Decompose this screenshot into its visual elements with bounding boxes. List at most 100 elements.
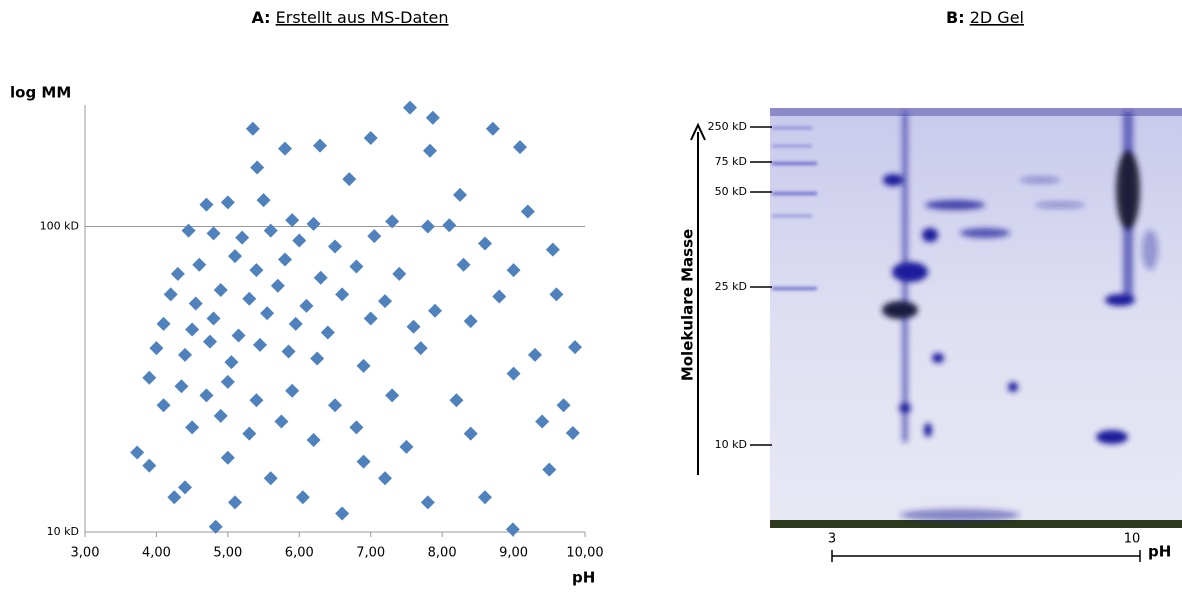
- point: [349, 420, 363, 434]
- point: [178, 480, 192, 494]
- point: [207, 226, 221, 240]
- point: [235, 231, 249, 245]
- point: [171, 267, 185, 281]
- point: [426, 111, 440, 125]
- point: [453, 188, 467, 202]
- point: [364, 131, 378, 145]
- point: [189, 296, 203, 310]
- point: [335, 506, 349, 520]
- gel-axis-label: Molekulare Masse: [679, 229, 697, 381]
- point: [274, 415, 288, 429]
- point: [199, 388, 213, 402]
- point: [249, 393, 263, 407]
- point: [307, 433, 321, 447]
- point: [167, 490, 181, 504]
- x-tick-label: 6,00: [285, 546, 314, 561]
- point: [421, 220, 435, 234]
- marker-label: 75 kD: [715, 155, 747, 168]
- point: [492, 290, 506, 304]
- point: [232, 328, 246, 342]
- point: [242, 427, 256, 441]
- point: [568, 340, 582, 354]
- point: [546, 243, 560, 257]
- x-tick-label: 10,00: [566, 546, 603, 561]
- point: [185, 323, 199, 337]
- x-axis-label: pH: [572, 569, 595, 587]
- gel-image: [770, 108, 1182, 528]
- x-tick-label: 4,00: [142, 546, 171, 561]
- point: [203, 335, 217, 349]
- point: [221, 375, 235, 389]
- point: [257, 193, 271, 207]
- point: [130, 446, 144, 460]
- point: [457, 258, 471, 272]
- point: [285, 213, 299, 227]
- point: [399, 440, 413, 454]
- point: [535, 415, 549, 429]
- x-tick-label: 7,00: [356, 546, 385, 561]
- point: [242, 292, 256, 306]
- panel-letter: A:: [251, 8, 270, 27]
- point: [428, 304, 442, 318]
- point: [478, 490, 492, 504]
- ph-label: pH: [1148, 543, 1171, 561]
- point: [271, 279, 285, 293]
- point: [157, 317, 171, 331]
- point: [328, 398, 342, 412]
- point: [214, 409, 228, 423]
- point: [264, 471, 278, 485]
- point: [357, 359, 371, 373]
- point: [364, 312, 378, 326]
- point: [250, 161, 264, 175]
- point: [142, 371, 156, 385]
- point: [264, 224, 278, 238]
- x-tick-label: 3,00: [71, 546, 100, 561]
- point: [557, 398, 571, 412]
- point: [157, 398, 171, 412]
- point: [221, 195, 235, 209]
- y-axis-label: log MM: [10, 84, 71, 102]
- point: [507, 263, 521, 277]
- point: [314, 271, 328, 285]
- point: [292, 234, 306, 248]
- point: [442, 218, 456, 232]
- point: [199, 198, 213, 212]
- ph-range: [832, 550, 1140, 562]
- point: [507, 367, 521, 381]
- point: [224, 355, 238, 369]
- point: [513, 140, 527, 154]
- title: Erstellt aus MS-Daten: [276, 8, 449, 27]
- point: [310, 351, 324, 365]
- point: [174, 379, 188, 393]
- point: [214, 283, 228, 297]
- point: [142, 459, 156, 473]
- panel-letter: B:: [946, 8, 965, 27]
- point: [282, 344, 296, 358]
- point: [378, 294, 392, 308]
- point: [178, 348, 192, 362]
- point: [542, 463, 556, 477]
- point: [328, 240, 342, 254]
- point: [285, 384, 299, 398]
- y-tick-label: 100 kD: [40, 220, 79, 233]
- point: [278, 253, 292, 267]
- point: [421, 495, 435, 509]
- panel-title: B: 2D Gel: [946, 8, 1024, 27]
- marker-label: 50 kD: [715, 185, 747, 198]
- point: [321, 325, 335, 339]
- point: [149, 341, 163, 355]
- point: [549, 287, 563, 301]
- page: A: Erstellt aus MS-Daten log MM pH 10 kD…: [0, 0, 1182, 594]
- point: [367, 229, 381, 243]
- point: [192, 258, 206, 272]
- point: [296, 490, 310, 504]
- y-tick-label: 10 kD: [47, 525, 79, 538]
- point: [253, 338, 267, 352]
- point: [260, 306, 274, 320]
- panel-title: A: Erstellt aus MS-Daten: [251, 8, 448, 27]
- figure: A: Erstellt aus MS-Daten log MM pH 10 kD…: [0, 0, 1182, 594]
- x-tick-label: 5,00: [213, 546, 242, 561]
- marker-label: 10 kD: [715, 438, 747, 451]
- x-tick-label: 9,00: [499, 546, 528, 561]
